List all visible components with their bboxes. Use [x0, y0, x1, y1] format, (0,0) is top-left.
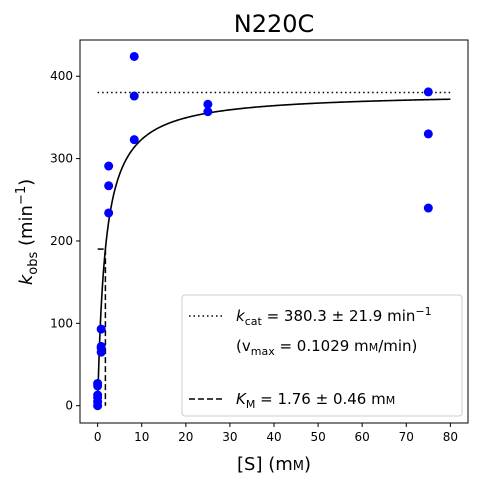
chart-title: N220C [234, 10, 315, 38]
data-point [93, 378, 103, 388]
x-tick-label: 10 [134, 430, 149, 444]
x-axis-label: [S] (mM) [237, 454, 311, 475]
data-point [129, 135, 139, 145]
data-point [96, 324, 106, 334]
fit-lines [96, 91, 451, 406]
legend-vmax-label: (vmax = 0.1029 mM/min) [236, 337, 417, 358]
legend-km-label: KM = 1.76 ± 0.46 mM [236, 390, 395, 411]
data-points [93, 51, 433, 411]
x-tick-label: 20 [178, 430, 193, 444]
data-point [129, 91, 139, 101]
y-axis-label: kobs (min−1) [14, 179, 41, 285]
x-tick-label: 30 [222, 430, 237, 444]
x-tick-label: 70 [399, 430, 414, 444]
x-tick-label: 40 [266, 430, 281, 444]
x-axis-ticks: 0 10 20 30 40 50 60 70 80 [94, 423, 458, 444]
y-tick-label: 400 [50, 69, 73, 83]
y-tick-label: 100 [50, 316, 73, 330]
y-tick-label: 200 [50, 234, 73, 248]
data-point [104, 208, 114, 218]
data-point [104, 181, 114, 191]
data-point [423, 203, 433, 213]
data-point [423, 87, 433, 97]
y-tick-label: 300 [50, 152, 73, 166]
legend-box [181, 294, 463, 417]
data-point [129, 51, 139, 61]
data-point [203, 99, 213, 109]
data-point [96, 341, 106, 351]
x-tick-label: 0 [94, 430, 102, 444]
y-tick-label: 0 [65, 399, 73, 413]
data-point [104, 161, 114, 171]
data-point [203, 107, 213, 117]
data-point [423, 129, 433, 139]
legend: kcat = 380.3 ± 21.9 min−1 (vmax = 0.1029… [181, 294, 463, 417]
fit-curve [96, 98, 451, 406]
data-point [93, 390, 103, 400]
x-tick-label: 60 [355, 430, 370, 444]
x-tick-label: 50 [310, 430, 325, 444]
legend-kcat-label: kcat = 380.3 ± 21.9 min−1 [236, 305, 432, 328]
x-tick-label: 80 [443, 430, 458, 444]
y-axis-ticks: 0 100 200 300 400 [50, 69, 80, 413]
